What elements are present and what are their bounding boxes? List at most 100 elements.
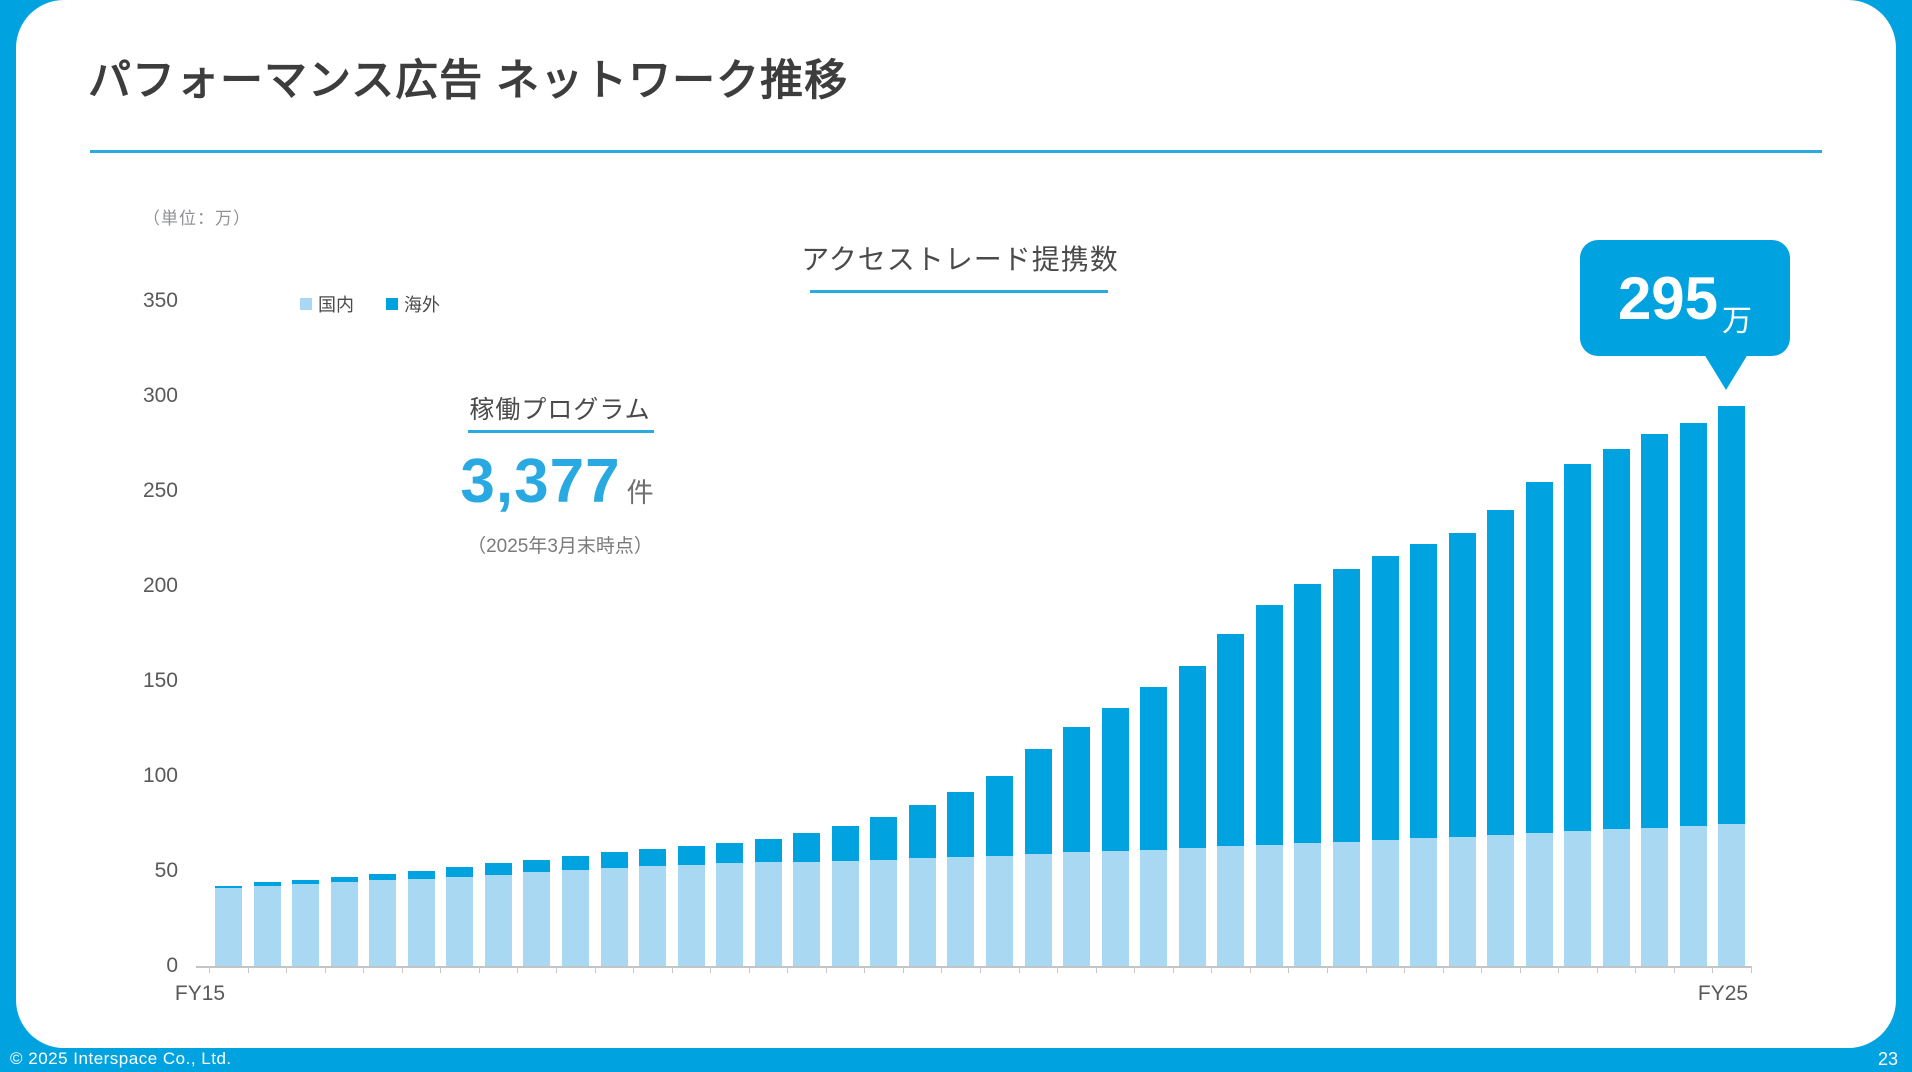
bar-group	[1024, 749, 1052, 966]
x-axis-tick	[1442, 967, 1444, 973]
bar-group	[561, 855, 589, 966]
bar-group	[330, 876, 358, 966]
bar-group	[1178, 665, 1206, 966]
bar-overseas-segment	[1101, 707, 1129, 852]
bar-group	[1140, 686, 1168, 966]
bar-overseas-segment	[831, 826, 859, 861]
bar-group	[1410, 544, 1438, 966]
x-axis-tick	[1288, 967, 1290, 973]
program-label-underline	[468, 430, 654, 433]
bar-domestic-segment	[484, 874, 512, 966]
legend-item-domestic: 国内	[300, 291, 354, 317]
bar-domestic-segment	[446, 876, 474, 966]
footer-copyright: © 2025 Interspace Co., Ltd.	[10, 1049, 232, 1068]
bar-overseas-segment	[1217, 633, 1245, 847]
x-axis-tick	[748, 967, 750, 973]
bar-domestic-segment	[1525, 833, 1553, 966]
bar-group	[1487, 510, 1515, 966]
bar-overseas-segment	[600, 852, 628, 869]
bar-overseas-segment	[793, 833, 821, 862]
bar-overseas-segment	[1718, 405, 1746, 825]
x-axis-tick	[247, 967, 249, 973]
chart-legend: 国内 海外	[300, 291, 440, 317]
bar-group	[1255, 605, 1283, 966]
bar-group	[292, 879, 320, 966]
y-axis-tick-label: 150	[142, 669, 178, 692]
bar-group	[1602, 449, 1630, 966]
footer-page-number: 23	[1877, 1049, 1898, 1069]
x-axis-tick	[1134, 967, 1136, 973]
y-axis-tick-label: 100	[142, 764, 178, 787]
bar-overseas-segment	[1525, 481, 1553, 833]
bar-domestic-segment	[754, 862, 782, 966]
bar-domestic-segment	[1217, 846, 1245, 966]
x-axis-tick	[671, 967, 673, 973]
x-axis-tick	[825, 967, 827, 973]
bar-overseas-segment	[716, 842, 744, 864]
bar-overseas-segment	[908, 805, 936, 858]
bar-overseas-segment	[870, 816, 898, 860]
x-axis-tick	[1751, 967, 1752, 973]
bar-group	[369, 873, 397, 966]
legend-swatch-overseas-icon	[386, 298, 398, 310]
slide-title: パフォーマンス広告 ネットワーク推移	[88, 57, 849, 105]
x-axis-tick	[1635, 967, 1637, 973]
x-axis-tick	[440, 967, 442, 973]
bar-domestic-segment	[870, 859, 898, 966]
bar-overseas-segment	[253, 882, 281, 887]
y-axis-tick-label: 200	[142, 574, 178, 597]
chart-title: アクセストレード提携数	[801, 244, 1119, 275]
bar-overseas-segment	[1448, 532, 1476, 837]
bar-overseas-segment	[1140, 686, 1168, 851]
bar-domestic-segment	[292, 884, 320, 966]
bar-domestic-segment	[1063, 851, 1091, 966]
bar-domestic-segment	[639, 866, 667, 966]
bar-domestic-segment	[1371, 839, 1399, 966]
callout-bubble: 295 万	[1580, 240, 1790, 356]
y-axis-tick-label: 250	[142, 479, 178, 502]
x-axis-tick	[1249, 967, 1251, 973]
bar-group	[1217, 633, 1245, 966]
bar-overseas-segment	[523, 859, 551, 872]
legend-item-overseas: 海外	[386, 291, 440, 317]
bar-overseas-segment	[1371, 555, 1399, 840]
bar-domestic-segment	[253, 886, 281, 966]
legend-label-domestic: 国内	[318, 295, 354, 315]
bar-domestic-segment	[1641, 828, 1669, 966]
y-axis-tick-label: 50	[154, 859, 178, 882]
bar-group	[677, 846, 705, 966]
bar-group	[253, 882, 281, 966]
bar-group	[1101, 707, 1129, 966]
bar-group	[600, 852, 628, 966]
bar-domestic-segment	[986, 855, 1013, 966]
x-axis-tick	[1673, 967, 1675, 973]
bar-domestic-segment	[1564, 831, 1592, 966]
bar-domestic-segment	[1448, 836, 1476, 966]
bar-domestic-segment	[908, 857, 936, 966]
bar-group	[484, 863, 512, 966]
x-axis-tick	[941, 967, 943, 973]
bar-group	[793, 833, 821, 966]
x-axis-tick	[1519, 967, 1521, 973]
bar-domestic-segment	[1024, 853, 1052, 966]
legend-label-overseas: 海外	[404, 295, 440, 315]
bar-domestic-segment	[561, 870, 589, 966]
x-axis-tick	[787, 967, 789, 973]
bar-group	[1448, 532, 1476, 966]
x-axis-tick	[517, 967, 519, 973]
bar-domestic-segment	[793, 861, 821, 966]
program-value-unit: 件	[626, 478, 654, 508]
bar-domestic-segment	[600, 868, 628, 966]
bar-domestic-segment	[716, 863, 744, 966]
bar-domestic-segment	[1487, 834, 1515, 966]
title-rule	[90, 150, 1822, 153]
bar-overseas-segment	[947, 792, 975, 857]
x-axis-tick	[1712, 967, 1714, 973]
bar-overseas-segment	[330, 876, 358, 883]
x-axis-tick	[980, 967, 981, 973]
y-axis-tick-label: 0	[166, 954, 178, 977]
x-axis-tick	[401, 967, 403, 973]
x-axis-tick	[286, 967, 288, 973]
bar-group	[986, 776, 1013, 966]
